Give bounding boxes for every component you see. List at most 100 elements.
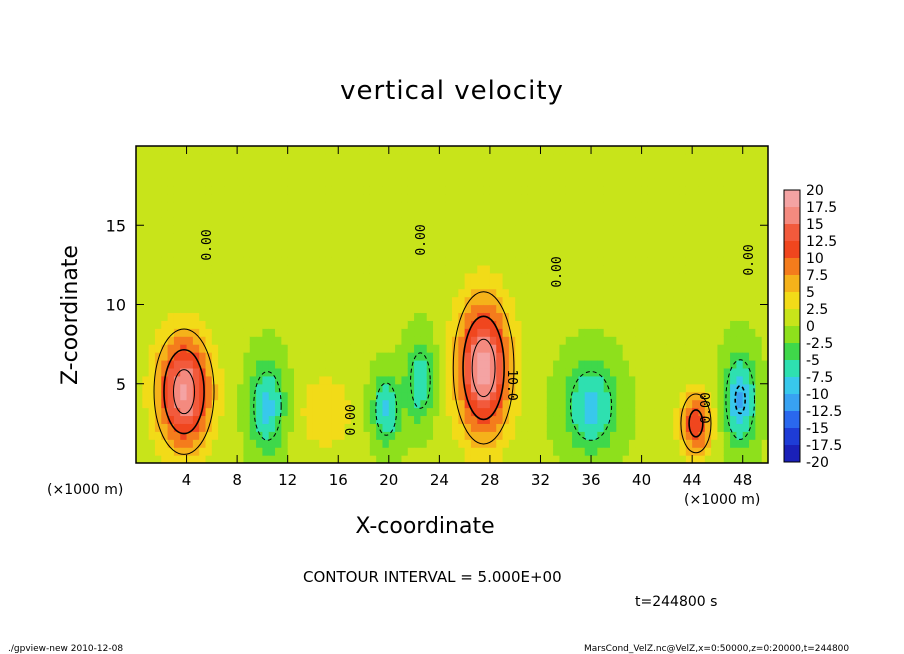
heat-cell: [603, 399, 611, 409]
heat-cell: [256, 399, 263, 409]
heat-cell: [489, 455, 497, 463]
heat-cell: [742, 153, 750, 163]
heat-cell: [344, 217, 352, 226]
heat-cell: [256, 328, 263, 337]
heat-cell: [306, 328, 314, 337]
heat-cell: [344, 288, 352, 298]
heat-cell: [281, 241, 289, 250]
heat-cell: [357, 375, 365, 385]
heat-cell: [685, 233, 693, 242]
heat-cell: [230, 455, 238, 463]
heat-cell: [698, 359, 706, 369]
heat-cell: [243, 296, 251, 306]
heat-cell: [148, 256, 156, 266]
heat-cell: [414, 153, 421, 163]
heat-cell: [338, 153, 346, 163]
heat-cell: [698, 209, 706, 218]
heat-cell: [300, 415, 308, 424]
heat-cell: [312, 415, 320, 424]
heat-cell: [749, 233, 756, 242]
heat-cell: [578, 383, 586, 393]
heat-cell: [698, 367, 706, 377]
heat-cell: [685, 431, 693, 440]
heat-cell: [224, 407, 232, 417]
heat-cell: [401, 328, 409, 337]
contour-label: 0.00: [200, 229, 215, 260]
heat-cell: [565, 359, 573, 369]
heat-cell: [679, 146, 687, 155]
heat-cell: [230, 328, 238, 337]
heat-cell: [218, 288, 226, 298]
heat-cell: [489, 320, 497, 329]
heat-cell: [616, 225, 624, 234]
heat-cell: [312, 201, 320, 211]
heat-cell: [736, 431, 744, 440]
heat-cell: [496, 217, 504, 226]
heat-cell: [666, 367, 674, 377]
heat-cell: [256, 201, 263, 211]
heat-cell: [742, 161, 750, 171]
heat-cell: [249, 169, 257, 179]
heat-cell: [660, 280, 668, 290]
heat-cell: [154, 328, 162, 337]
heat-cell: [388, 272, 396, 282]
heat-cell: [673, 225, 681, 234]
heat-cell: [142, 177, 150, 187]
heat-cell: [161, 249, 169, 258]
heat-cell: [205, 447, 213, 456]
heat-cell: [527, 153, 535, 163]
heat-cell: [755, 280, 763, 290]
heat-cell: [148, 391, 156, 401]
colorbar-swatch: [784, 377, 800, 394]
heat-cell: [578, 447, 586, 456]
heat-cell: [167, 367, 175, 377]
heat-cell: [666, 256, 674, 266]
heat-cell: [167, 153, 175, 163]
heat-cell: [211, 209, 219, 218]
heat-cell: [376, 217, 384, 226]
heat-cell: [711, 233, 719, 242]
heat-cell: [736, 161, 744, 171]
heat-cell: [199, 455, 207, 463]
heat-cell: [616, 169, 624, 179]
heat-cell: [534, 344, 542, 353]
heat-cell: [559, 431, 567, 440]
heat-cell: [186, 383, 194, 393]
heat-cell: [180, 153, 188, 163]
heat-cell: [610, 399, 617, 409]
heat-cell: [357, 359, 365, 369]
heat-cell: [483, 304, 491, 314]
heat-cell: [148, 328, 156, 337]
heat-cell: [508, 249, 516, 258]
heat-cell: [546, 209, 554, 218]
heat-cell: [546, 359, 554, 369]
heat-cell: [192, 359, 200, 369]
heat-cell: [755, 146, 763, 155]
heat-cell: [275, 217, 282, 226]
heat-cell: [717, 185, 725, 195]
heat-cell: [154, 312, 162, 321]
heat-cell: [256, 241, 263, 250]
heat-cell: [268, 344, 276, 353]
heat-cell: [142, 241, 150, 250]
heat-cell: [597, 352, 605, 361]
heat-cell: [142, 375, 150, 385]
heat-cell: [433, 146, 440, 155]
heat-cell: [572, 280, 579, 290]
heat-cell: [186, 146, 194, 155]
heat-cell: [395, 209, 403, 218]
heat-cell: [489, 169, 497, 179]
heat-cell: [534, 352, 542, 361]
heat-cell: [331, 320, 339, 329]
heat-cell: [407, 153, 415, 163]
heat-cell: [401, 225, 409, 234]
heat-cell: [426, 288, 434, 298]
heat-cell: [679, 209, 687, 218]
heat-cell: [262, 217, 270, 226]
heat-cell: [628, 375, 636, 385]
heat-cell: [262, 201, 270, 211]
heat-cell: [363, 407, 371, 417]
heat-cell: [496, 328, 504, 337]
heat-cell: [597, 359, 605, 369]
